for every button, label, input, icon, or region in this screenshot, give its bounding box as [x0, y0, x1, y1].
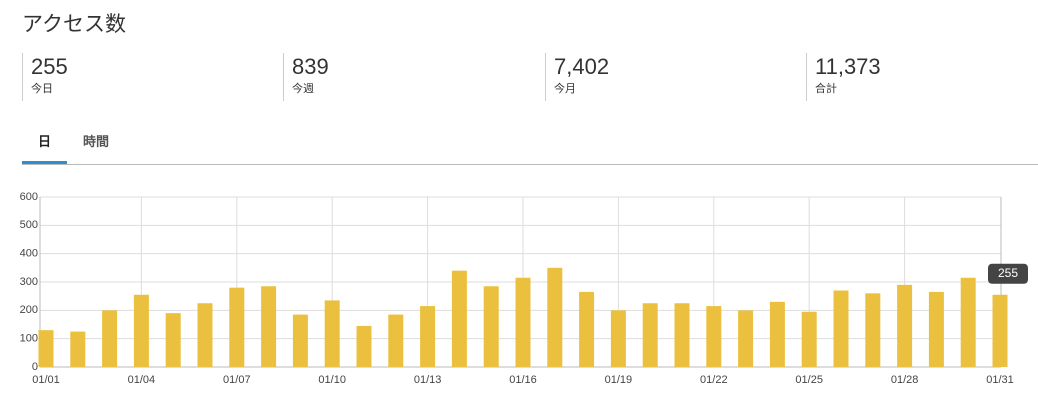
tab-bar: 日 時間 — [22, 124, 1038, 165]
tooltip-text: 255 — [998, 266, 1018, 280]
stat-label: 今週 — [292, 83, 314, 95]
stat: 11,373 合計 — [806, 53, 881, 101]
bar — [38, 330, 54, 367]
bar — [960, 277, 976, 367]
chart: 0 100 200 300 400 500 600 01/01 01/04 01/07 01/10 0… — [20, 191, 1028, 386]
bar — [292, 314, 308, 367]
bar — [706, 306, 722, 367]
y-tick-label: 500 — [20, 219, 38, 231]
stats: 255 今日 839 今週 7,402 今月 11,373 合計 — [22, 53, 1038, 101]
bar — [992, 294, 1008, 367]
y-tick-label: 200 — [20, 304, 38, 316]
x-tick-label: 01/13 — [414, 374, 442, 386]
bar — [483, 286, 499, 367]
bar — [833, 290, 849, 367]
y-tick-label: 300 — [20, 276, 38, 288]
bar — [897, 284, 913, 367]
bar — [547, 267, 563, 367]
bar — [451, 270, 467, 367]
x-tick-label: 01/07 — [223, 374, 251, 386]
y-tick-label: 0 — [32, 361, 38, 373]
stat: 255 今日 — [22, 53, 68, 101]
bar — [70, 331, 86, 367]
bar — [388, 314, 404, 367]
x-tick-label: 01/31 — [986, 374, 1014, 386]
x-tick-label: 01/22 — [700, 374, 728, 386]
bar — [769, 301, 785, 367]
x-tick-label: 01/19 — [605, 374, 633, 386]
bar — [801, 311, 817, 367]
bar — [579, 291, 595, 367]
stat: 839 今週 — [283, 53, 329, 101]
bar — [324, 300, 340, 367]
x-tick-label: 01/10 — [318, 374, 346, 386]
stat-label: 今月 — [554, 83, 576, 95]
bar — [197, 303, 213, 367]
stat-label: 合計 — [815, 83, 837, 95]
x-tick-label: 01/28 — [891, 374, 919, 386]
x-tick-label: 01/01 — [32, 374, 60, 386]
bar — [165, 313, 181, 367]
bar — [133, 294, 149, 367]
stat-label: 今日 — [31, 83, 53, 95]
bar — [928, 291, 944, 367]
bar — [515, 277, 531, 367]
stat-value: 7,402 — [554, 54, 610, 79]
y-tick-label: 600 — [20, 191, 38, 203]
tab[interactable]: 時間 — [82, 134, 109, 149]
stat-value: 255 — [31, 54, 68, 79]
y-tick-label: 100 — [20, 333, 38, 345]
stat: 7,402 今月 — [545, 53, 609, 101]
bar — [261, 286, 277, 367]
bar — [865, 293, 881, 367]
bar — [420, 306, 436, 367]
bar — [674, 303, 690, 367]
tooltip: 255 — [988, 263, 1028, 284]
x-tick-label: 01/25 — [795, 374, 823, 386]
x-tick-label: 01/16 — [509, 374, 537, 386]
bar — [102, 310, 118, 367]
stat-value: 839 — [292, 54, 329, 79]
page-title: アクセス数 — [22, 13, 126, 36]
tab[interactable]: 日 — [22, 124, 67, 164]
tooltip-box — [988, 263, 1028, 284]
bar — [356, 325, 372, 367]
y-tick-label: 400 — [20, 248, 38, 260]
bar — [229, 287, 245, 367]
bar — [610, 310, 626, 367]
bar — [642, 303, 658, 367]
x-tick-label: 01/04 — [128, 374, 156, 386]
bar — [738, 310, 754, 367]
stat-value: 11,373 — [815, 54, 881, 79]
